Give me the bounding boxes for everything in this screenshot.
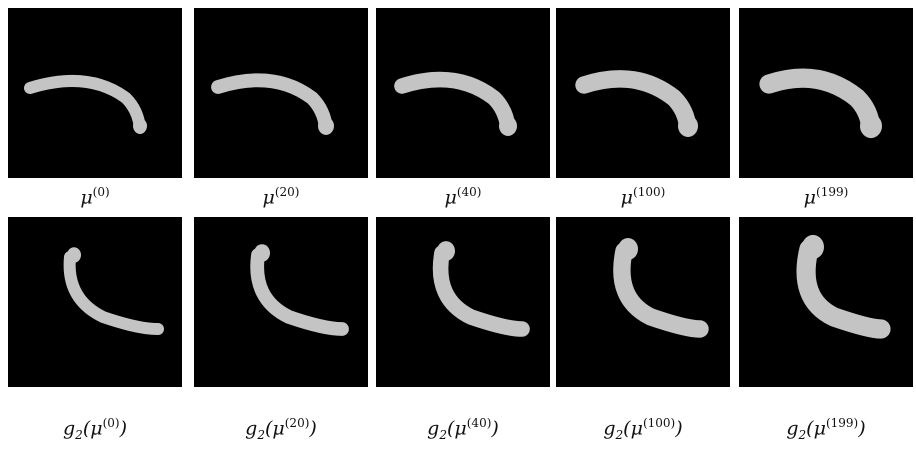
shape-end: [437, 241, 455, 261]
caption-part: (199): [826, 416, 858, 430]
shape-end: [802, 235, 824, 259]
caption: g2(μ(20)): [194, 416, 368, 442]
background: [376, 217, 550, 387]
caption: μ(0): [8, 185, 182, 208]
caption: μ(20): [194, 185, 368, 208]
caption-part: g: [63, 417, 75, 439]
shape-end: [678, 115, 698, 137]
caption-part: (μ: [623, 417, 643, 439]
caption-part: (40): [457, 185, 482, 199]
image-panel: [739, 217, 913, 387]
caption-part: μ: [445, 186, 457, 208]
image-panel: [194, 8, 368, 178]
caption-part: g: [603, 417, 615, 439]
caption: g2(μ(100)): [556, 416, 730, 442]
image-panel: [556, 8, 730, 178]
caption-part: ): [675, 417, 682, 439]
caption-part: ): [858, 417, 865, 439]
caption-part: μ: [621, 186, 633, 208]
image-panel: [556, 217, 730, 387]
background: [8, 217, 182, 387]
caption-part: (0): [93, 185, 110, 199]
caption-part: ): [120, 417, 127, 439]
shape-end: [860, 114, 882, 138]
caption-part: μ: [263, 186, 275, 208]
shape-end: [318, 117, 334, 135]
caption-part: (100): [633, 185, 665, 199]
caption: g2(μ(40)): [376, 416, 550, 442]
caption-part: (100): [643, 416, 675, 430]
caption-part: (40): [467, 416, 492, 430]
caption: μ(100): [556, 185, 730, 208]
caption-part: g: [427, 417, 439, 439]
caption-part: (0): [103, 416, 120, 430]
image-panel: [739, 8, 913, 178]
caption: g2(μ(199)): [739, 416, 913, 442]
caption-part: (μ: [83, 417, 103, 439]
caption-part: (20): [285, 416, 310, 430]
caption-part: 2: [439, 428, 447, 442]
caption-part: ): [491, 417, 498, 439]
figure: μ(0)g2(μ(0))μ(20)g2(μ(20))μ(40)g2(μ(40))…: [0, 0, 916, 450]
shape-end: [133, 118, 147, 133]
caption: μ(199): [739, 185, 913, 208]
image-panel: [194, 217, 368, 387]
caption: g2(μ(0)): [8, 416, 182, 442]
shape-end: [618, 238, 638, 260]
image-panel: [376, 8, 550, 178]
shape-end: [499, 116, 517, 136]
image-panel: [376, 217, 550, 387]
caption-part: (199): [816, 185, 848, 199]
caption-part: 2: [257, 428, 265, 442]
background: [739, 8, 913, 178]
image-panel: [8, 217, 182, 387]
caption-part: g: [786, 417, 798, 439]
caption-part: (μ: [265, 417, 285, 439]
caption-part: μ: [80, 186, 92, 208]
caption-part: 2: [75, 428, 83, 442]
caption-part: (μ: [806, 417, 826, 439]
image-panel: [8, 8, 182, 178]
caption: μ(40): [376, 185, 550, 208]
caption-part: (μ: [447, 417, 467, 439]
shape-end: [254, 244, 270, 262]
caption-part: μ: [804, 186, 816, 208]
caption-part: g: [245, 417, 257, 439]
shape-end: [67, 247, 81, 262]
background: [194, 217, 368, 387]
caption-part: ): [309, 417, 316, 439]
caption-part: (20): [275, 185, 300, 199]
